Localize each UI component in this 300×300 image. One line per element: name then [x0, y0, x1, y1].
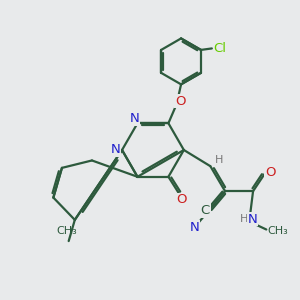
Text: C: C — [201, 204, 210, 217]
Text: N: N — [189, 220, 199, 234]
Text: N: N — [130, 112, 140, 125]
Text: H: H — [214, 155, 223, 165]
Text: O: O — [175, 94, 185, 108]
Text: N: N — [248, 213, 257, 226]
Text: Cl: Cl — [214, 42, 226, 55]
Text: H: H — [239, 214, 248, 224]
Text: N: N — [111, 143, 120, 157]
Text: O: O — [176, 193, 186, 206]
Text: CH₃: CH₃ — [268, 226, 289, 236]
Text: O: O — [265, 166, 275, 178]
Text: CH₃: CH₃ — [57, 226, 78, 236]
